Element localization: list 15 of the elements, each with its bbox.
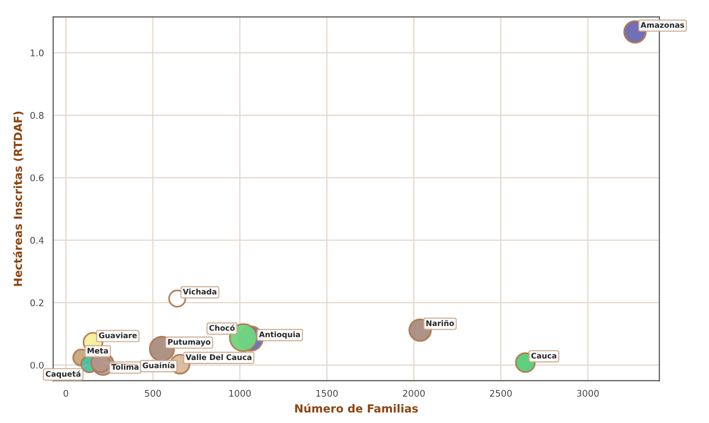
y-tick-label: 0.6 xyxy=(30,174,44,182)
x-tick-label: 2000 xyxy=(403,390,425,397)
x-tick-label: 2500 xyxy=(490,390,512,397)
x-tick-label: 1000 xyxy=(229,390,251,397)
y-tick-label: 0.0 xyxy=(30,362,44,369)
x-tick-label: 3000 xyxy=(577,390,599,397)
y-axis-title: Hectáreas Inscritas (RTDAF) xyxy=(13,112,24,286)
y-tick-label: 0.2 xyxy=(30,299,44,306)
y-tick-label: 0.8 xyxy=(30,112,44,119)
x-tick-label: 1500 xyxy=(316,390,338,397)
x-tick-label: 500 xyxy=(144,390,161,397)
x-axis-title: Número de Familias xyxy=(295,404,418,413)
y-tick-label: 1.0 xyxy=(30,50,44,56)
y-tick-label: 0.4 xyxy=(30,236,44,244)
x-tick-label: 0 xyxy=(64,390,68,397)
